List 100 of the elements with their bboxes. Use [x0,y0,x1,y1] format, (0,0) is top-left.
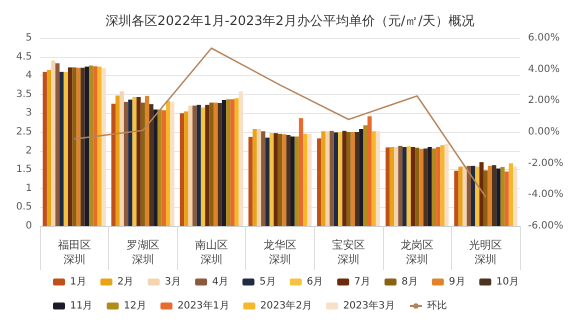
bar [334,132,338,226]
bar [330,130,334,226]
y2-tick-label: -4.00% [528,189,564,200]
legend-label: 9月 [448,276,466,288]
y-tick-label: 0.5 [16,202,32,213]
bar [153,109,158,226]
bar [274,133,278,226]
bar [234,98,239,226]
bar [290,136,295,226]
bar [64,72,68,226]
legend-label: 12月 [124,300,146,312]
y-tick-label: 4 [26,70,32,82]
bar [214,102,218,226]
bar [325,131,330,226]
bar [51,60,56,226]
bar [132,97,137,226]
bar [89,65,94,226]
x-tick-label: 罗湖区 [126,238,160,252]
bar [60,72,64,226]
bar [261,131,266,226]
text: 深圳 [200,253,222,266]
bar [282,134,286,226]
bar [359,128,364,226]
bar [394,147,398,226]
bar [406,146,411,226]
bar [423,148,428,226]
text: 深圳 [474,253,497,266]
bar [55,63,60,226]
legend-label: 1月 [70,276,86,288]
bar [298,118,304,226]
bar [458,166,463,226]
y-tick-label: 0 [26,220,32,232]
text: 深圳 [269,253,291,266]
bar [230,99,235,226]
bar [398,146,402,226]
bar [192,106,197,226]
y2-tick-label: -6.00% [528,220,564,232]
bar [248,136,253,226]
bar [149,104,154,226]
bar [140,102,145,226]
bar [196,104,201,226]
bar [354,132,360,226]
bar [317,138,322,226]
bar [307,134,312,226]
y-tick-label: 5 [26,32,32,44]
x-tick-label: 光明区 [469,238,502,252]
bar [419,148,424,226]
bar [376,131,380,226]
bar [72,67,76,226]
bar [116,96,120,226]
bar [338,132,342,226]
bar [484,170,488,226]
bar [136,97,141,226]
bar [346,132,351,226]
bar [504,171,509,226]
legend-label: 7月 [354,276,371,288]
bar [470,166,476,226]
bar [286,135,291,226]
bar [128,100,132,226]
bar [84,66,90,226]
bar [350,132,355,226]
bar [102,68,106,226]
bar [209,102,214,226]
bar [363,125,368,226]
y2-tick-label: 4.00% [528,64,560,75]
bar [158,109,162,226]
bar [200,108,206,226]
x-tick-label: 福田区 [58,238,91,252]
y-tick-label: 3 [26,108,32,119]
bar [120,91,124,226]
x-tick-label: 龙华区 [264,238,296,252]
y2-tick-label: 0.00% [528,126,560,138]
bar [508,163,514,226]
y-tick-label: 3.5 [16,88,32,100]
bar [278,134,282,226]
bar [492,165,496,226]
bar [170,102,174,226]
legend-label: 3月 [164,276,182,288]
bar [188,106,193,226]
y-tick-label: 1.5 [16,164,32,176]
bar [184,111,188,226]
legend-label: 2023年1月 [177,300,230,312]
bar [97,66,102,226]
bar [303,134,308,226]
bar [80,68,85,226]
text: 深圳 [63,253,86,266]
legend-label: 10月 [496,276,519,288]
bar [466,166,471,226]
bar [256,128,262,226]
bar [180,113,184,226]
bar [496,168,500,226]
bar [42,72,47,226]
bar [166,100,170,226]
bar [205,104,210,226]
text: 深圳 [132,253,154,266]
y-tick-label: 2.5 [16,126,32,138]
bar [436,147,440,226]
text: 深圳 [406,253,428,266]
chart-title: 深圳各区2022年1月-2023年2月办公平均单价（元/㎡/天）概况 [105,14,475,29]
y-tick-label: 1 [26,182,32,194]
